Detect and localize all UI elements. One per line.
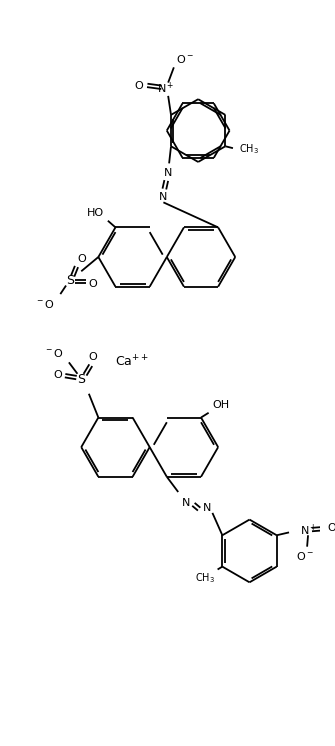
Text: $^-$O: $^-$O — [44, 347, 64, 359]
Text: Ca$^{++}$: Ca$^{++}$ — [116, 354, 149, 369]
Text: O: O — [327, 523, 335, 533]
Text: N: N — [203, 503, 211, 513]
Text: HO: HO — [87, 208, 104, 218]
Text: CH$_3$: CH$_3$ — [195, 571, 215, 585]
Text: O: O — [54, 370, 62, 380]
Text: $^-$O: $^-$O — [36, 298, 56, 310]
Text: N: N — [164, 168, 172, 178]
Text: CH$_3$: CH$_3$ — [239, 142, 259, 156]
Text: O: O — [135, 81, 143, 91]
Text: S: S — [77, 373, 85, 386]
Text: N$^+$: N$^+$ — [300, 523, 318, 538]
Text: O$^-$: O$^-$ — [176, 52, 194, 64]
Text: N: N — [182, 498, 190, 509]
Text: O: O — [77, 254, 86, 263]
Text: N$^+$: N$^+$ — [157, 81, 175, 96]
Text: S: S — [66, 275, 74, 287]
Text: O$^-$: O$^-$ — [296, 550, 314, 562]
Text: N: N — [159, 192, 168, 201]
Text: O: O — [89, 279, 97, 289]
Text: O: O — [88, 352, 97, 363]
Text: OH: OH — [212, 400, 229, 410]
